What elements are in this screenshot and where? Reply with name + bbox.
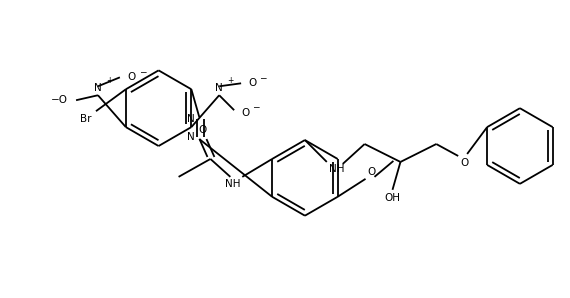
- Text: O: O: [241, 108, 249, 118]
- Text: N: N: [94, 83, 102, 93]
- Text: NH: NH: [225, 179, 241, 189]
- Text: −O: −O: [51, 95, 68, 105]
- Text: OH: OH: [385, 193, 401, 203]
- Text: +: +: [106, 76, 112, 85]
- Text: N: N: [186, 132, 194, 142]
- Text: +: +: [227, 76, 234, 85]
- Text: O: O: [198, 125, 206, 135]
- Text: −: −: [252, 103, 259, 112]
- Text: N: N: [215, 83, 223, 93]
- Text: N: N: [186, 114, 194, 124]
- Text: −: −: [259, 73, 267, 82]
- Text: −: −: [139, 67, 146, 76]
- Text: NH: NH: [329, 164, 344, 174]
- Text: O: O: [368, 167, 376, 177]
- Text: O: O: [128, 72, 136, 82]
- Text: O: O: [248, 78, 256, 88]
- Text: O: O: [460, 158, 469, 168]
- Text: Br: Br: [80, 114, 92, 124]
